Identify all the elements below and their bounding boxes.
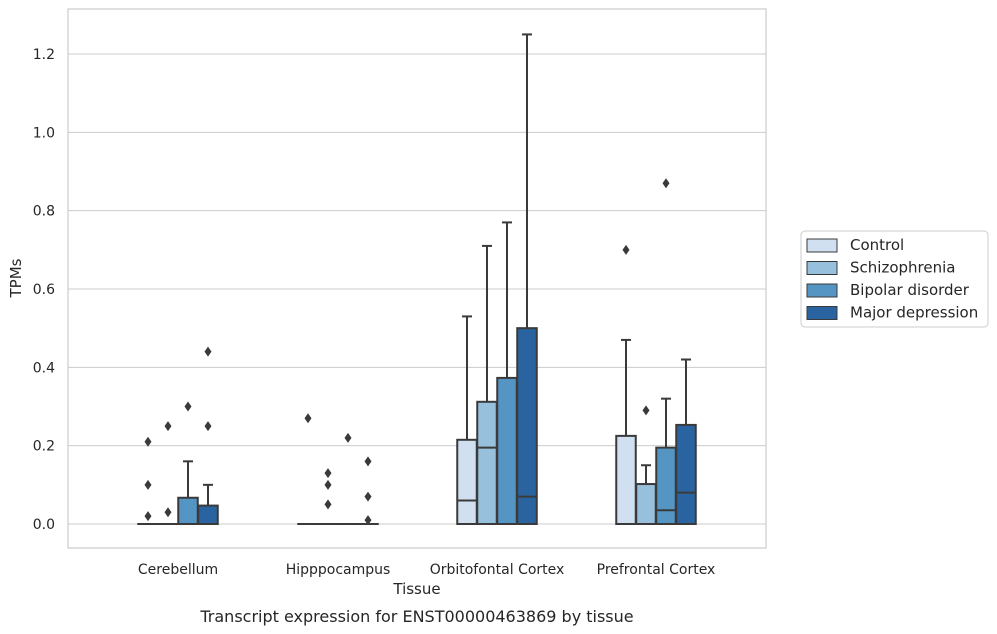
box-body [476, 400, 498, 525]
box-body [635, 483, 657, 525]
legend-label: Control [850, 236, 904, 254]
box-major-depression [675, 358, 697, 525]
box-bipolar-disorder [496, 221, 518, 525]
box-body [197, 504, 219, 526]
box-body [615, 434, 637, 525]
box-body [456, 438, 478, 525]
box-bipolar-disorder [655, 178, 677, 525]
outlier-point [164, 421, 172, 432]
x-tick-label: Cerebellum [138, 562, 218, 578]
y-tick-label: 0.0 [33, 517, 55, 533]
x-tick-label: Orbitofontal Cortex [430, 562, 565, 578]
box-control [615, 244, 637, 525]
box-body [675, 423, 697, 525]
y-tick-label: 0.6 [33, 282, 55, 298]
legend-label: Schizophrenia [850, 259, 955, 277]
outlier-point [144, 511, 152, 522]
outlier-point [642, 405, 650, 416]
chart-caption: Transcript expression for ENST0000046386… [199, 607, 633, 626]
box-body [496, 376, 518, 525]
outlier-point [364, 491, 372, 502]
legend-label: Major depression [850, 304, 978, 322]
outlier-point [344, 432, 352, 443]
box-bipolar-disorder [177, 401, 199, 525]
outlier-point [324, 479, 332, 490]
legend-frame [800, 230, 989, 328]
box-control [297, 413, 319, 526]
x-axis-ticks: Cerebellum Hipppocampus Orbitofontal Corte… [138, 562, 715, 578]
plot-area [67, 8, 767, 549]
outlier-point [324, 468, 332, 479]
legend-swatch [806, 306, 838, 320]
box-major-depression [516, 33, 538, 525]
outlier-point [364, 515, 372, 526]
outlier-point [364, 456, 372, 467]
legend: Control Schizophrenia Bipolar disorder Majo… [800, 230, 989, 328]
box-major-depression [357, 456, 379, 526]
legend-swatch [806, 238, 838, 253]
x-tick-label: Prefrontal Cortex [597, 562, 716, 578]
box-body [177, 496, 199, 525]
outlier-point [144, 479, 152, 490]
box-schizophrenia [476, 244, 498, 525]
outlier-point [144, 436, 152, 447]
legend-label: Bipolar disorder [850, 281, 970, 299]
y-tick-label: 0.4 [33, 360, 55, 376]
box-control [137, 436, 159, 526]
y-axis-ticks: 0.0 0.2 0.4 0.6 0.8 1.0 1.2 [33, 47, 55, 533]
outlier-point [184, 401, 192, 412]
outlier-point [204, 346, 212, 357]
y-tick-label: 0.2 [33, 439, 55, 455]
box-major-depression [197, 346, 219, 526]
box-schizophrenia [635, 405, 657, 525]
y-axis-title: TPMs [7, 258, 25, 298]
y-tick-label: 1.2 [33, 47, 55, 63]
box-control [456, 315, 478, 525]
box-series [137, 33, 697, 526]
outlier-point [662, 178, 670, 189]
outlier-point [304, 413, 312, 424]
x-axis-title: Tissue [392, 580, 440, 598]
box-schizophrenia [317, 468, 339, 526]
legend-swatch [806, 283, 838, 298]
outlier-point [622, 244, 630, 255]
x-tick-label: Hipppocampus [286, 562, 391, 578]
outlier-point [204, 421, 212, 432]
outlier-point [324, 499, 332, 510]
y-tick-label: 0.8 [33, 204, 55, 220]
outlier-point [164, 507, 172, 518]
legend-swatch [806, 261, 838, 275]
box-body [655, 446, 677, 525]
box-body [516, 327, 538, 525]
y-tick-label: 1.0 [33, 125, 55, 141]
